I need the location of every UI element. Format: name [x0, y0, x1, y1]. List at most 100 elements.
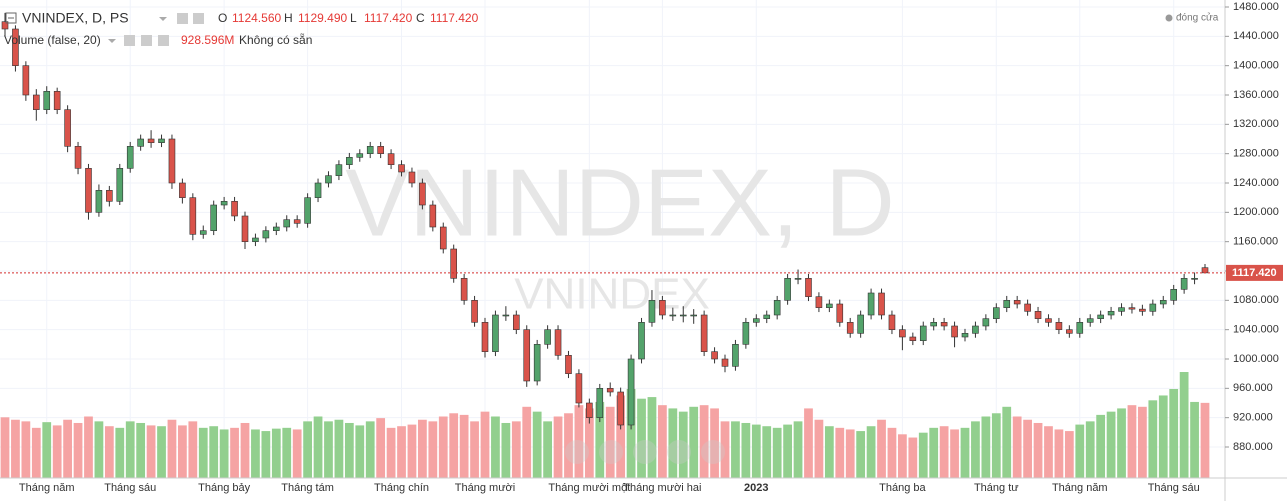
volume-bar — [908, 437, 918, 478]
volume-bar — [459, 414, 469, 478]
volume-bar — [449, 413, 459, 478]
volume-bar — [783, 424, 792, 478]
volume-bar — [157, 426, 166, 478]
dropdown[interactable] — [159, 17, 167, 21]
volume-bar — [261, 431, 271, 478]
candle-body — [325, 175, 332, 184]
settings-icon[interactable] — [177, 13, 188, 24]
volume-bar — [877, 419, 886, 478]
candle-body — [846, 322, 854, 334]
nav-button[interactable] — [667, 440, 691, 464]
y-tick-label: 880.000 — [1233, 441, 1273, 453]
y-tick-label: 1240.000 — [1233, 177, 1279, 189]
candle-body — [74, 146, 82, 169]
candle-body — [669, 314, 677, 317]
settings-icon[interactable] — [193, 13, 204, 24]
y-tick-label: 1160.000 — [1233, 236, 1278, 248]
price-layer — [0, 12, 1225, 430]
candle-body — [544, 329, 551, 345]
nav-button[interactable] — [701, 440, 725, 464]
candle-body — [1191, 278, 1198, 280]
volume-bar — [73, 422, 83, 478]
candle-body — [794, 278, 802, 280]
volume-bar — [762, 426, 772, 478]
volume-bar — [438, 416, 448, 478]
volume-bar — [605, 406, 615, 478]
status: đóng cửa — [1176, 12, 1219, 24]
candle-body — [972, 325, 979, 334]
volume-bar — [1075, 424, 1085, 478]
volume-bar — [136, 422, 146, 478]
volume-bar — [751, 424, 761, 478]
candle-body — [137, 138, 144, 147]
volume-bar — [198, 427, 208, 478]
candle-body — [1003, 300, 1011, 308]
ohlc-value: 1117.420 — [364, 11, 413, 25]
volume-bar — [731, 421, 740, 478]
candle-body — [147, 138, 155, 143]
volume-bar — [188, 421, 198, 478]
settings-icon[interactable] — [141, 35, 152, 46]
candle-body — [909, 336, 917, 341]
collapse-icon[interactable] — [5, 12, 17, 24]
volume-bar — [1200, 402, 1210, 478]
candle-body — [335, 164, 343, 176]
volume-bar — [491, 416, 500, 478]
candle-body — [784, 278, 791, 301]
x-tick-label: Tháng tám — [281, 482, 334, 494]
candle-body — [732, 344, 739, 367]
nav-button[interactable] — [565, 440, 589, 464]
y-tick-label: 1440.000 — [1233, 30, 1279, 42]
volume-bar — [981, 416, 991, 478]
volume-bar — [313, 416, 323, 478]
candle-body — [679, 314, 687, 317]
candle-body — [64, 109, 71, 147]
candle-body — [617, 391, 624, 426]
dropdown[interactable] — [108, 39, 116, 43]
y-tick-label: 1200.000 — [1233, 206, 1279, 218]
volume-layer — [0, 372, 1210, 478]
candle-body — [575, 373, 583, 404]
candle-body — [951, 325, 958, 338]
volume-bar — [543, 421, 552, 478]
ohlc-name: H — [284, 11, 293, 25]
volume-bar — [898, 434, 907, 478]
candle-body — [513, 314, 520, 330]
candle-body — [481, 322, 489, 352]
volume-bar — [115, 427, 125, 478]
volume-bar — [584, 408, 594, 478]
ohlc-legend: O 1124.560 H 1129.490 L 1117.420 C 1117.420 — [218, 11, 479, 25]
ohlc-name: C — [416, 11, 425, 25]
candle-body — [22, 65, 30, 96]
candle-body — [252, 237, 259, 242]
settings-icon[interactable] — [124, 35, 135, 46]
x-tick-label: Tháng sáu — [104, 482, 156, 494]
close-icon[interactable] — [158, 35, 169, 46]
candle-body — [346, 157, 353, 165]
volume-bar — [991, 413, 1001, 478]
candle-body — [471, 300, 478, 323]
volume-bar — [94, 421, 104, 478]
volume-bar — [1190, 401, 1199, 478]
candle-body — [586, 402, 593, 418]
x-tick-label: Tháng ba — [879, 482, 926, 494]
nav-button[interactable] — [599, 440, 623, 464]
candle-body — [1118, 307, 1125, 312]
x-tick-label: Tháng tư — [974, 482, 1019, 494]
nav-button[interactable] — [633, 440, 657, 464]
ohlc-name: L — [350, 11, 357, 25]
volume-bar — [710, 408, 719, 478]
candle-body — [293, 219, 301, 224]
watermark: VNINDEX, D — [345, 149, 894, 256]
volume-bar — [0, 417, 10, 478]
candle-body — [377, 146, 384, 154]
candle-body — [1159, 300, 1167, 305]
y-tick-label: 1080.000 — [1233, 294, 1279, 306]
volume-bar — [240, 422, 250, 478]
volume-bar — [355, 425, 365, 478]
candle-body — [867, 292, 875, 316]
candle-body — [106, 190, 113, 202]
candle-body — [1180, 278, 1188, 290]
volume-bar — [52, 425, 62, 478]
